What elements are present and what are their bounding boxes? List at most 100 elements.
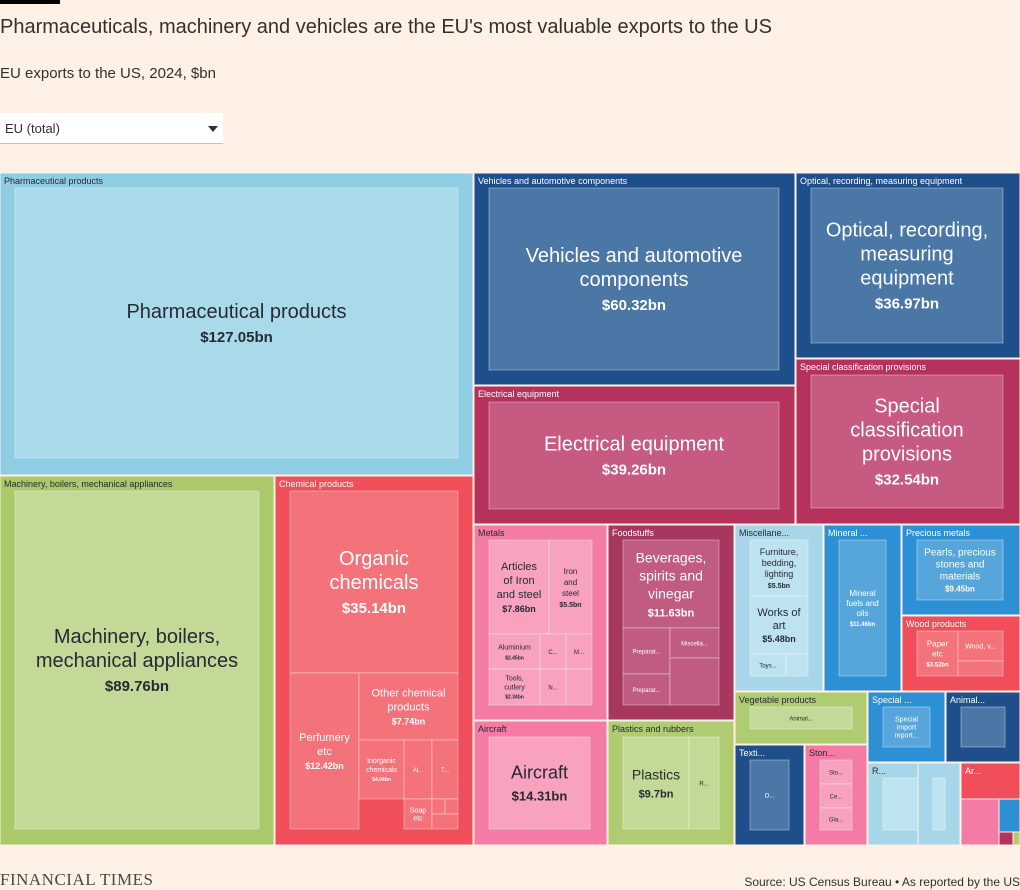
- special-classification-group-label: Special classification provisions: [800, 362, 927, 372]
- pharmaceutical-products-label: Pharmaceutical products: [126, 301, 346, 323]
- rubbers-label: R...: [699, 781, 709, 787]
- stone-gla-tile: [819, 807, 853, 831]
- articles-iron-steel-value: $7.86bn: [502, 604, 536, 614]
- foodstuffs-group-label: Foodstuffs: [612, 528, 654, 538]
- vegetable-animal-tile: [749, 706, 853, 730]
- special-classification-provisions-label: classification: [850, 420, 963, 442]
- pharmaceutical-products-tile: [14, 187, 459, 459]
- perfumery-label: etc: [317, 746, 332, 758]
- plastics-rubbers-group-label: Plastics and rubbers: [612, 724, 694, 734]
- pearls-precious-stones-value: $9.45bn: [945, 585, 975, 594]
- special-classification-provisions-label: provisions: [862, 444, 952, 466]
- animal-group-label: Animal...: [950, 695, 985, 705]
- metal-n-label: N...: [548, 685, 558, 691]
- furniture-bedding-label: bedding,: [762, 558, 797, 568]
- iron-and-steel-label: Iron: [564, 567, 578, 576]
- machinery-boilers-label: Machinery, boilers,: [54, 626, 220, 648]
- works-of-art-value: $5.48bn: [762, 634, 796, 644]
- vehicles-group-label: Vehicles and automotive components: [478, 176, 628, 186]
- other-chemical-products-label: products: [387, 702, 430, 714]
- aluminium-tile: [488, 633, 541, 670]
- perfumery-tile: [289, 672, 360, 830]
- aluminium-value: $2.45bn: [505, 656, 524, 662]
- electrical-equipment-tile: [488, 401, 780, 510]
- beverages-spirits-vinegar-label: Beverages,: [636, 549, 707, 565]
- metal-c-tile: [539, 633, 567, 670]
- source-note: Source: US Census Bureau • As reported b…: [744, 875, 1020, 889]
- mineral-fuels-oils-label: oils: [856, 609, 868, 618]
- iron-and-steel-tile: [548, 539, 593, 635]
- food-miscella-label: Miscella...: [681, 641, 708, 647]
- soap-etc-label: etc: [413, 815, 423, 822]
- metal-c-label: C...: [548, 650, 558, 656]
- inorganic-chemicals-label: chemicals: [366, 767, 398, 774]
- optical-equipment-label: measuring: [860, 244, 953, 266]
- perfumery-value: $12.42bn: [305, 761, 344, 771]
- ar-tile-2: [998, 798, 1020, 833]
- other-chemical-products-value: $7.74bn: [392, 717, 426, 727]
- paper-etc-tile: [916, 630, 959, 677]
- beverages-spirits-vinegar-label: vinegar: [648, 585, 694, 601]
- electrical-equipment-value: $39.26bn: [602, 462, 666, 479]
- vegetable-group-label: Vegetable products: [739, 695, 817, 705]
- precious-metals-group-label: Precious metals: [906, 528, 971, 538]
- metal-m-label: M...: [574, 650, 584, 656]
- paper-etc-value: $3.52bn: [926, 663, 949, 669]
- header-accent-bar: [0, 0, 60, 4]
- chem-t-label: T...: [441, 768, 449, 774]
- stone-ce-tile: [819, 783, 853, 809]
- optical-group-label: Optical, recording, measuring equipment: [800, 176, 963, 186]
- tools-cutlery-value: $2.34bn: [505, 695, 524, 701]
- vehicles-automotive-label: Vehicles and automotive: [526, 245, 743, 267]
- animal-tile: [960, 706, 1006, 748]
- stone-ce-label: Ce...: [830, 794, 843, 800]
- tools-cutlery-label: Tools,: [505, 676, 523, 683]
- ar-group-group-label: Ar...: [965, 766, 981, 776]
- beverages-spirits-vinegar-label: spirits and: [639, 567, 703, 583]
- aircraft-value: $14.31bn: [512, 789, 568, 804]
- stone-group-label: Ston...: [809, 748, 835, 758]
- organic-chemicals-label: Organic: [339, 548, 409, 570]
- mineral-fuels-oils-label: fuels and: [846, 599, 878, 608]
- chem-al-tile: [403, 739, 433, 800]
- chart-subtitle: EU exports to the US, 2024, $bn: [0, 65, 216, 82]
- optical-equipment-tile: [810, 187, 1004, 344]
- furniture-bedding-value: $5.5bn: [768, 583, 790, 590]
- food-preparat-2-label: Preparat...: [632, 688, 660, 694]
- special-import-report-label: import: [897, 724, 917, 731]
- chem-al-label: Al...: [413, 768, 424, 774]
- special-import-report-tile: [882, 706, 931, 748]
- works-of-art-label: art: [773, 620, 786, 632]
- aircraft-group-label: Aircraft: [478, 724, 507, 734]
- vehicles-automotive-value: $60.32bn: [602, 297, 666, 314]
- ft-logo: FINANCIAL TIMES: [0, 870, 154, 889]
- furniture-bedding-label: Furniture,: [760, 547, 799, 557]
- textiles-o-label: O...: [765, 793, 775, 799]
- pharma-group-label: Pharmaceutical products: [4, 176, 104, 186]
- perfumery-label: Perfumery: [299, 732, 350, 744]
- r-tile-1: [882, 777, 919, 831]
- furniture-bedding-label: lighting: [765, 569, 794, 579]
- metals-group-label: Metals: [478, 528, 505, 538]
- chem-t-tile: [431, 739, 459, 800]
- inorganic-chemicals-label: Inorganic: [367, 758, 396, 765]
- stone-sto-label: Sto...: [829, 770, 843, 776]
- special-classification-provisions-tile: [810, 374, 1004, 509]
- region-select[interactable]: EU (total): [0, 113, 223, 144]
- iron-and-steel-label: steel: [562, 589, 579, 598]
- chem-small-2: [444, 798, 459, 815]
- optical-equipment-label: equipment: [860, 268, 954, 290]
- misc-small: [785, 653, 809, 677]
- pearls-precious-stones-label: stones and: [936, 560, 985, 571]
- vehicles-automotive-tile: [488, 187, 780, 371]
- chem-small-1: [431, 798, 446, 815]
- articles-iron-steel-label: of Iron: [503, 575, 534, 587]
- works-of-art-label: Works of: [757, 607, 801, 619]
- machinery-boilers-tile: [14, 490, 260, 830]
- special-import-group-label: Special ...: [872, 695, 912, 705]
- special-classification-provisions-label: Special: [874, 396, 940, 418]
- mineral-fuels-oils-label: Mineral: [849, 589, 875, 598]
- special-classification-provisions-value: $32.54bn: [875, 472, 939, 489]
- plastics-label: Plastics: [632, 766, 680, 782]
